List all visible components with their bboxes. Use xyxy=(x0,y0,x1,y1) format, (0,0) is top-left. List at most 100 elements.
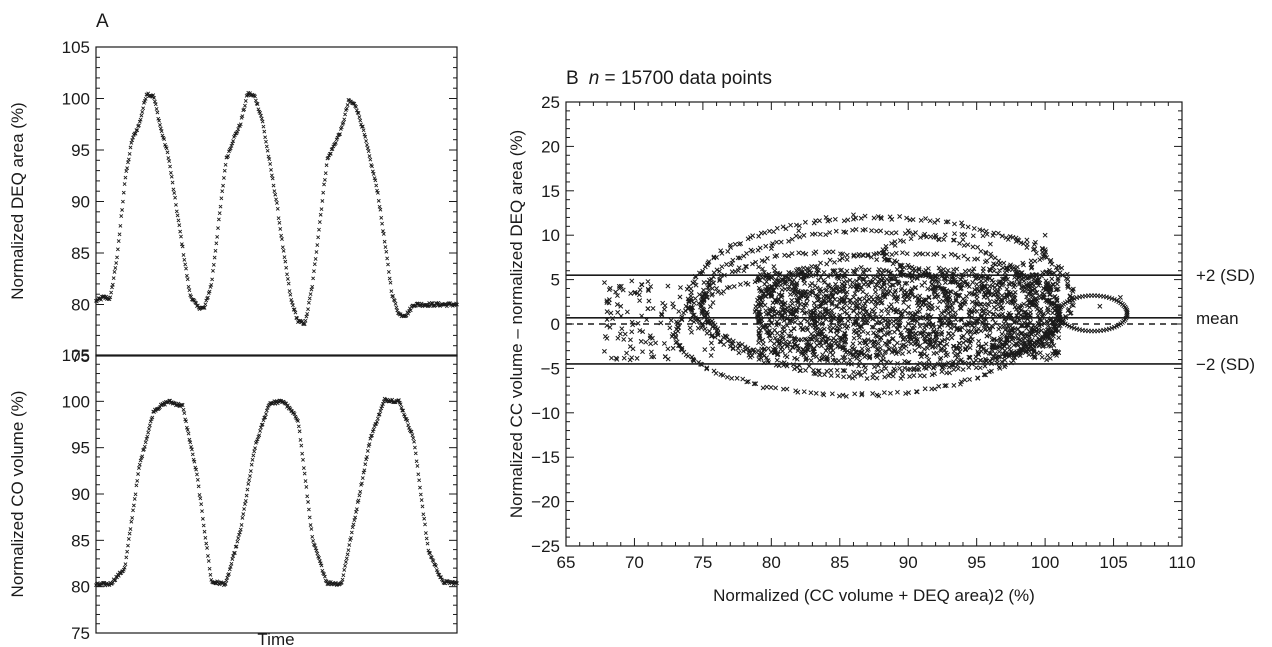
data-point xyxy=(624,309,630,315)
data-point xyxy=(994,357,1000,363)
data-point xyxy=(783,226,789,232)
data-point xyxy=(677,294,683,300)
data-point xyxy=(832,296,838,302)
data-point xyxy=(875,214,881,219)
data-point xyxy=(879,250,885,256)
data-point xyxy=(801,232,807,238)
data-point xyxy=(202,305,207,310)
data-point xyxy=(613,289,619,295)
data-point xyxy=(1049,338,1055,344)
data-point xyxy=(945,267,951,273)
data-point xyxy=(795,288,801,294)
data-point xyxy=(862,340,868,345)
data-point xyxy=(827,257,833,263)
data-point xyxy=(1018,331,1024,336)
data-point xyxy=(953,298,959,304)
data-point xyxy=(137,119,142,124)
data-point xyxy=(809,263,815,269)
data-point xyxy=(617,286,622,291)
data-point xyxy=(1004,336,1010,341)
ytick-label: 80 xyxy=(71,296,90,315)
data-point xyxy=(955,359,961,365)
data-point xyxy=(208,285,213,289)
data-point xyxy=(699,293,705,299)
data-point xyxy=(207,289,212,294)
data-point xyxy=(847,284,853,290)
data-point xyxy=(1000,305,1006,311)
data-point xyxy=(308,292,313,297)
data-point xyxy=(937,268,943,274)
data-point xyxy=(1010,358,1016,364)
data-point xyxy=(971,266,977,272)
data-point xyxy=(995,288,1001,294)
data-point xyxy=(378,207,383,212)
data-point xyxy=(947,279,953,285)
data-point xyxy=(854,278,859,284)
data-point xyxy=(130,515,135,520)
data-point xyxy=(128,145,133,150)
data-point xyxy=(297,429,302,434)
data-point xyxy=(277,220,282,225)
data-point xyxy=(988,351,994,356)
data-point xyxy=(955,345,961,351)
data-point xyxy=(931,328,937,334)
data-point xyxy=(731,283,737,289)
data-point xyxy=(711,270,717,276)
data-point xyxy=(190,447,194,452)
data-point xyxy=(772,253,778,259)
data-point xyxy=(867,311,873,317)
data-point xyxy=(851,212,856,218)
xtick-label: 65 xyxy=(557,553,576,572)
data-point xyxy=(622,331,628,337)
data-point xyxy=(936,324,942,330)
data-point xyxy=(710,323,716,329)
data-point xyxy=(317,559,322,564)
data-point xyxy=(310,534,315,539)
data-point xyxy=(753,259,759,265)
data-point xyxy=(319,207,324,212)
data-point xyxy=(265,405,270,410)
data-point xyxy=(902,297,908,302)
data-point xyxy=(182,411,187,416)
data-point xyxy=(874,369,880,375)
data-point xyxy=(1039,318,1044,324)
data-point xyxy=(992,351,998,357)
data-point xyxy=(962,268,968,274)
data-point xyxy=(152,95,156,100)
data-point xyxy=(992,285,998,290)
data-point xyxy=(239,523,244,527)
data-point xyxy=(1029,293,1035,299)
data-point xyxy=(891,366,897,372)
data-point xyxy=(1124,312,1130,318)
data-point xyxy=(829,308,835,314)
panel-b-scatter-cloud xyxy=(601,212,1130,399)
data-point xyxy=(924,234,930,240)
data-point xyxy=(200,509,204,514)
data-point xyxy=(370,433,374,438)
data-point xyxy=(828,328,834,334)
data-point xyxy=(222,168,227,173)
data-point xyxy=(880,275,886,281)
data-point xyxy=(817,340,823,346)
data-point xyxy=(782,252,788,258)
data-point xyxy=(898,287,904,293)
data-point xyxy=(990,344,996,350)
data-point xyxy=(862,301,868,307)
data-point xyxy=(736,350,742,356)
data-point xyxy=(871,308,877,314)
data-point xyxy=(375,188,379,193)
data-point xyxy=(788,333,794,339)
data-point xyxy=(870,297,876,302)
data-point xyxy=(881,390,887,396)
data-point xyxy=(188,440,193,445)
data-point xyxy=(629,329,635,335)
data-point xyxy=(813,390,819,396)
data-point xyxy=(121,199,125,204)
data-point xyxy=(728,262,734,268)
data-point xyxy=(1049,261,1055,267)
data-point xyxy=(864,292,870,298)
data-point xyxy=(759,258,765,264)
data-point xyxy=(756,326,762,331)
data-point xyxy=(931,324,937,330)
data-point xyxy=(908,236,914,242)
